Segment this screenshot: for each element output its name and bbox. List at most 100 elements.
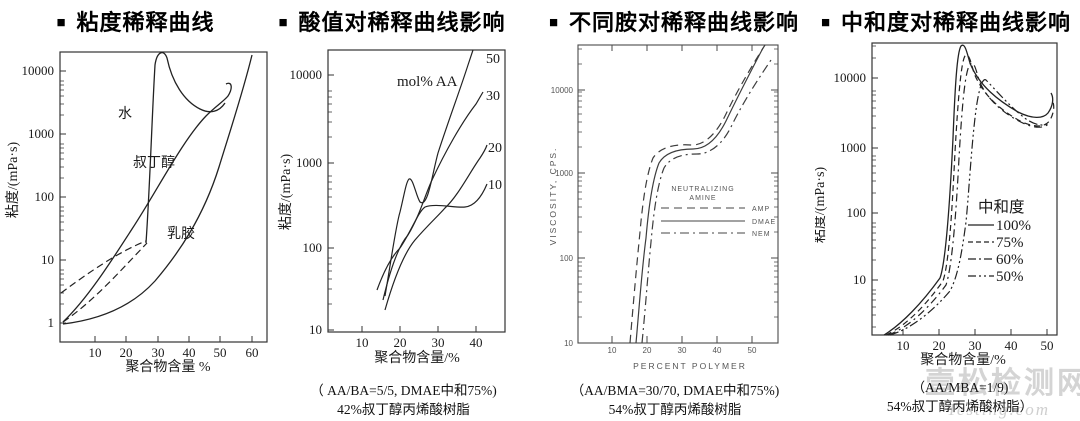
y-minor-ticks <box>328 90 332 305</box>
x-tick-label: 50 <box>1041 338 1054 353</box>
y-minor-ticks-left <box>578 48 582 318</box>
y-tick-label: 1000 <box>555 169 573 178</box>
square-bullet-icon: ■ <box>278 13 289 31</box>
y-major-ticks-left <box>578 89 585 344</box>
x-tick-label: 20 <box>933 338 946 353</box>
panel-1-title-text: 粘度稀释曲线 <box>76 10 215 35</box>
y-tick-label: 100 <box>560 254 574 263</box>
curve-aa-50 <box>384 49 474 297</box>
plot-border <box>577 44 779 344</box>
x-tick-label: 20 <box>120 345 133 360</box>
y-axis-label: 粘度/(mPa·s) <box>815 167 828 244</box>
x-tick-label: 30 <box>678 346 687 355</box>
curve-aa-10 <box>376 183 488 291</box>
panel-3-title: ■ 不同胺对稀释曲线影响 <box>528 6 820 36</box>
legend-title-line2: AMINE <box>689 195 716 202</box>
legend-label-50: 50% <box>996 269 1024 285</box>
x-major-ticks <box>902 329 1048 335</box>
y-tick-label: 10 <box>853 272 866 287</box>
curve-label-20: 20 <box>488 141 502 156</box>
panel-4-title-text: 中和度对稀释曲线影响 <box>841 10 1072 35</box>
x-tick-label: 30 <box>152 345 165 360</box>
x-tick-label: 60 <box>246 345 259 360</box>
curve-water <box>145 51 226 244</box>
x-tick-label: 50 <box>748 346 757 355</box>
y-tick-label: 1000 <box>28 126 54 141</box>
panel-3-title-text: 不同胺对稀释曲线影响 <box>569 10 800 35</box>
y-minor-ticks-right <box>774 48 778 318</box>
x-axis-label: 聚合物含量/% <box>374 350 460 366</box>
curve-neutralization-60 <box>887 62 1051 336</box>
y-tick-label: 10000 <box>290 67 323 82</box>
x-tick-label: 10 <box>356 335 369 350</box>
chart-1-viscosity-dilution: 10000 1000 100 10 1 10 20 30 40 50 60 聚合… <box>5 51 268 375</box>
panel-2-caption-resin: 42%叔丁醇丙烯酸树脂 <box>337 402 470 417</box>
chart-2-acid-value-effect: 10000 1000 100 10 10 20 30 40 聚合物含量/% 粘度… <box>278 49 506 366</box>
panel-4-caption-conditions: （AA/MBA=1/9) <box>911 380 1009 395</box>
square-bullet-icon: ■ <box>548 13 560 31</box>
curve-label-latex: 乳胶 <box>167 225 195 242</box>
legend-label-60: 60% <box>996 252 1024 268</box>
y-tick-label: 1000 <box>296 155 322 170</box>
x-tick-label: 30 <box>969 338 982 353</box>
x-major-ticks <box>94 336 253 342</box>
curve-nem <box>641 56 774 344</box>
legend-label-amp: AMP <box>752 206 770 213</box>
y-tick-label: 100 <box>847 205 867 220</box>
y-major-ticks-right <box>771 89 778 259</box>
legend-label-75: 75% <box>996 235 1024 251</box>
curve-aa-20 <box>384 144 488 311</box>
y-axis-label: 粘度/(mPa·s) <box>278 154 294 231</box>
panel-1-title: ■ 粘度稀释曲线 <box>18 6 253 36</box>
square-bullet-icon: ■ <box>56 13 67 31</box>
plot-border <box>59 51 268 343</box>
panel-2-caption-conditions: （ AA/BA=5/5, DMAE中和75%) <box>310 383 497 398</box>
y-tick-label: 1 <box>48 315 55 330</box>
y-tick-label: 10000 <box>551 86 574 95</box>
curve-neutralization-100 <box>883 44 1054 336</box>
curve-label-water: 水 <box>118 106 132 122</box>
curve-neutralization-50 <box>889 79 1050 336</box>
legend-title-line1: NEUTRALIZING <box>671 186 734 193</box>
curve-dmae <box>635 47 764 344</box>
y-axis-label: VISCOSITY, CPS. <box>548 147 558 246</box>
panel-4-caption-resin: 54%叔丁醇丙烯酸树脂） <box>886 399 1034 414</box>
x-tick-label: 10 <box>897 338 910 353</box>
y-minor-ticks <box>60 80 64 305</box>
y-tick-label: 10 <box>309 322 322 337</box>
y-tick-label: 10000 <box>22 63 55 78</box>
y-tick-label: 10 <box>564 339 573 348</box>
curve-label-30: 30 <box>486 89 500 104</box>
x-axis-label: 聚合物含量/% <box>920 352 1006 368</box>
y-tick-label: 100 <box>35 189 55 204</box>
curve-aa-30 <box>382 91 484 301</box>
x-axis-label: PERCENT POLYMER <box>633 361 747 371</box>
legend-label-nem: NEM <box>752 231 771 238</box>
panel-4-title: ■ 中和度对稀释曲线影响 <box>812 6 1080 36</box>
x-tick-label: 40 <box>1005 338 1018 353</box>
x-tick-label: 40 <box>183 345 196 360</box>
panel-2-title: ■ 酸值对稀释曲线影响 <box>253 6 531 36</box>
y-major-ticks <box>328 74 334 331</box>
curve-amp <box>629 44 766 344</box>
curve-label-50: 50 <box>486 52 500 67</box>
curve-latex <box>62 54 253 325</box>
plot-border <box>327 49 506 333</box>
y-tick-label: 100 <box>303 240 323 255</box>
legend-label-100: 100% <box>996 218 1031 234</box>
curve-label-tbutanol: 叔丁醇 <box>133 154 175 171</box>
y-tick-label: 10000 <box>834 70 867 85</box>
x-major-ticks-bottom <box>611 336 753 343</box>
square-bullet-icon: ■ <box>820 13 832 31</box>
x-tick-label: 40 <box>470 335 483 350</box>
panel-3-caption-conditions: （AA/BMA=30/70, DMAE中和75%) <box>570 383 780 398</box>
curve-label-10: 10 <box>488 178 502 193</box>
y-minor-ticks <box>872 45 876 328</box>
annotation-mol-aa: mol% AA <box>397 74 458 90</box>
y-major-ticks <box>872 77 878 281</box>
curve-dashed-extrapolation-upper <box>60 240 147 294</box>
curve-neutralization-75 <box>885 54 1055 336</box>
x-tick-label: 20 <box>643 346 652 355</box>
curve-dashed-extrapolation-lower <box>62 242 148 323</box>
